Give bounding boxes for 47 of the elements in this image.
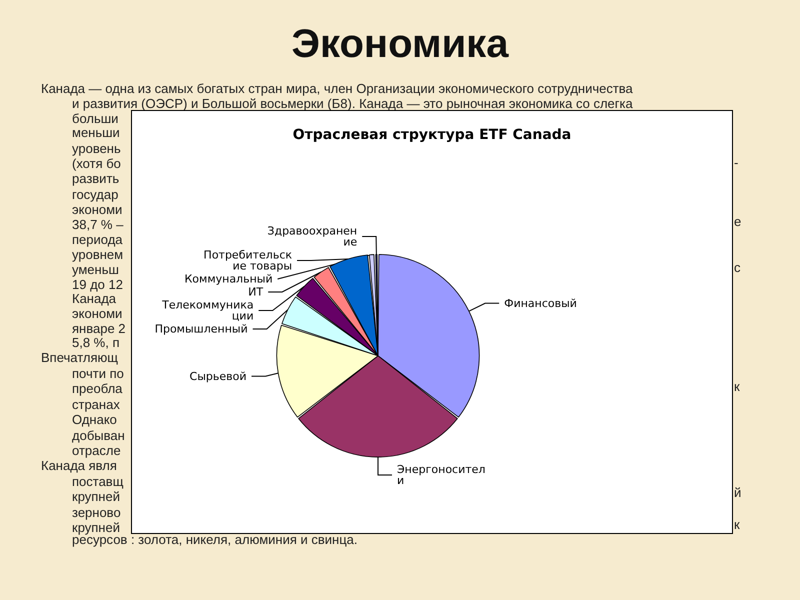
text: поставщ	[72, 474, 124, 489]
text: странах	[72, 397, 120, 412]
text: Однако	[72, 412, 117, 427]
text: отрасле	[72, 443, 121, 458]
slice-label: Промышленный	[154, 322, 248, 336]
text: с	[734, 260, 740, 275]
text: 5,8 %, п	[72, 335, 120, 350]
text: 38,7 % –	[72, 217, 124, 232]
slice-label: ИТ	[248, 285, 264, 298]
text: й	[734, 485, 742, 500]
text: преобла	[72, 381, 122, 396]
text: уровнем	[72, 247, 124, 262]
text: (хотя бо	[72, 156, 121, 171]
text: январе 2	[72, 321, 126, 336]
text: к	[734, 517, 740, 532]
text: и развития (ОЭСР) и Большой восьмерки (Б8). Канада — это рыночная экономика со слегка	[72, 96, 633, 111]
text: экономи	[72, 306, 122, 321]
slice-label: Сырьевой	[190, 370, 246, 383]
text: добыван	[72, 428, 125, 443]
slice-label: Коммунальный	[184, 272, 273, 286]
text: уровень	[72, 141, 121, 156]
text: меньши	[72, 125, 120, 140]
text: развить	[72, 171, 120, 186]
text: больши	[72, 111, 118, 126]
text: почти по	[72, 366, 124, 381]
text: 19 до 12	[72, 277, 123, 292]
text: к	[734, 379, 740, 394]
chart-title: Отраслевая структура ETF Canada	[292, 127, 572, 143]
text: уменьш	[72, 262, 119, 277]
text: Канада	[72, 291, 116, 306]
text: крупней	[72, 520, 120, 535]
text: -	[734, 155, 738, 170]
slice-label: Здравоохранение	[267, 224, 358, 248]
text: периода	[72, 232, 123, 247]
text: Впечатляющ	[41, 350, 118, 365]
text: Экономика	[290, 22, 510, 67]
text: зерново	[72, 505, 121, 520]
text: государ	[72, 187, 118, 202]
slice-label: Телекоммуникации	[161, 298, 254, 322]
text: экономи	[72, 202, 122, 217]
text: е	[734, 214, 742, 229]
slice-label: Энергоносители	[397, 463, 486, 488]
slice-label: Потребительские товары	[204, 248, 292, 272]
text: Канада — одна из самых богатых стран мира, член Организации экономического сотрудничества	[41, 81, 633, 96]
text: Канада явля	[41, 458, 117, 473]
slice-label: Финансовый	[504, 296, 577, 310]
text: крупней	[72, 489, 120, 504]
